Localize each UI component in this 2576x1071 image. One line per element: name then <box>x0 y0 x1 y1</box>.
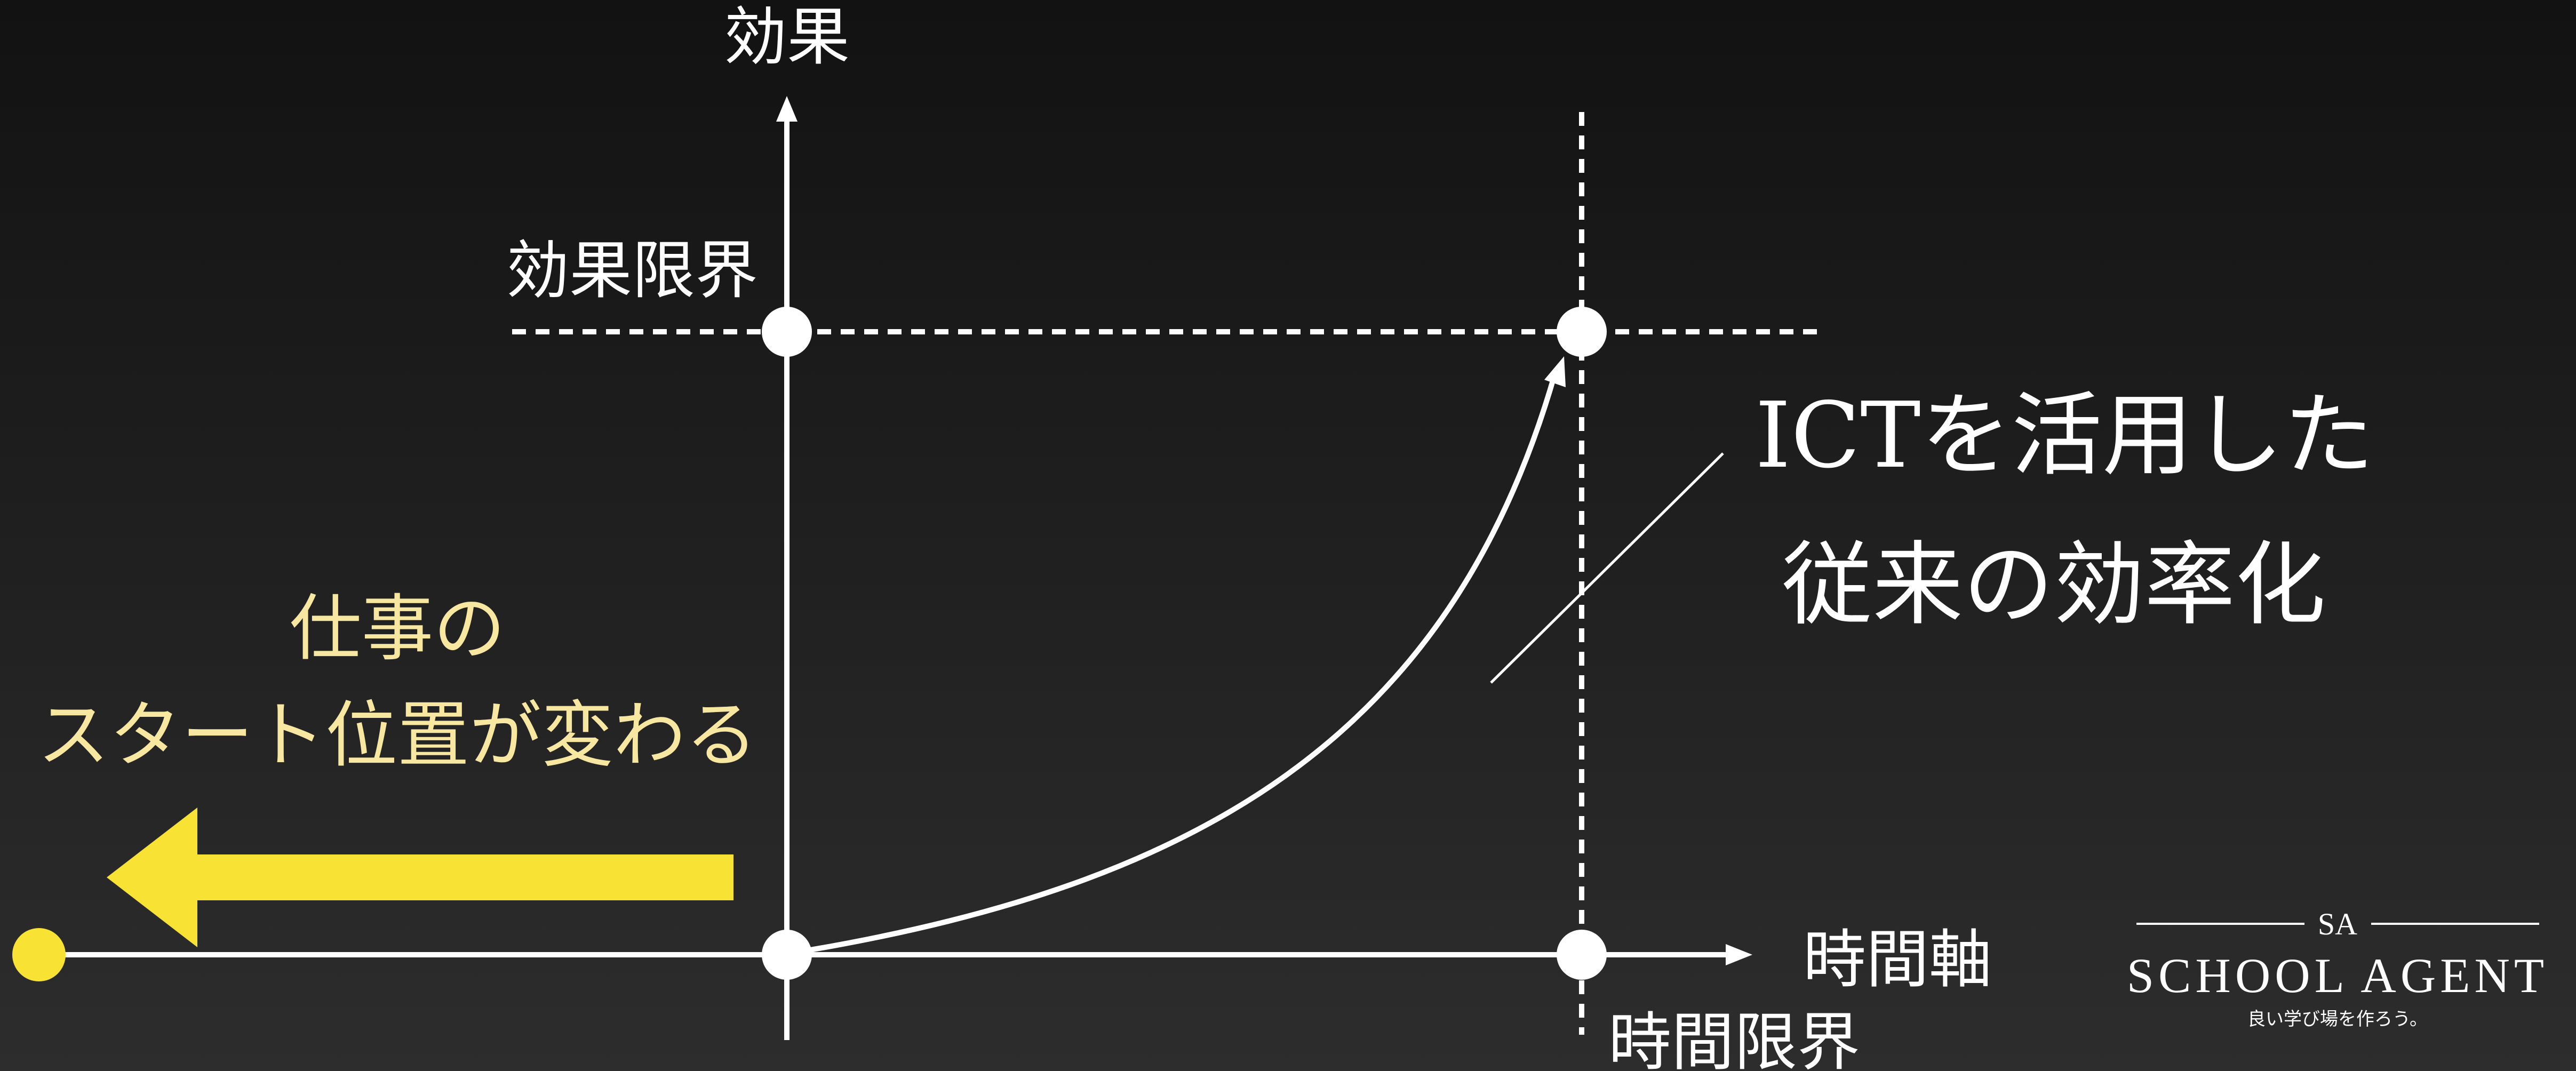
x-axis-arrowhead <box>1726 944 1752 965</box>
start-shift-line-1: 仕事の <box>290 587 506 670</box>
logo-tagline: 良い学び場を作ろう。 <box>2247 1009 2428 1029</box>
logo-mark: SA <box>2318 907 2357 941</box>
annotation-line-1: ICTを活用した <box>1755 383 2374 489</box>
effect-limit-label: 効果限界 <box>506 234 758 307</box>
new-start-point <box>12 928 66 981</box>
effect-limit-point <box>762 307 812 357</box>
y-axis-arrowhead <box>776 96 797 122</box>
growth-curve-arrowhead <box>1544 356 1566 387</box>
start-shift-line-2: スタート位置が変わる <box>37 693 757 777</box>
y-axis-label: 効果 <box>724 0 850 74</box>
x-axis-label: 時間軸 <box>1803 923 1992 996</box>
growth-curve <box>795 371 1558 955</box>
time-limit-point <box>1557 930 1607 980</box>
limit-intersection-point <box>1557 307 1607 357</box>
start-shift-arrow <box>107 808 733 947</box>
time-limit-label: 時間限界 <box>1608 1005 1860 1071</box>
annotation-line-2: 従来の効率化 <box>1782 532 2326 638</box>
logo-name: SCHOOL AGENT <box>2127 948 2548 1003</box>
annotation-pointer-line <box>1490 452 1724 684</box>
school-agent-logo: SA SCHOOL AGENT 良い学び場を作ろう。 <box>2127 907 2548 1029</box>
origin-point <box>762 930 812 980</box>
